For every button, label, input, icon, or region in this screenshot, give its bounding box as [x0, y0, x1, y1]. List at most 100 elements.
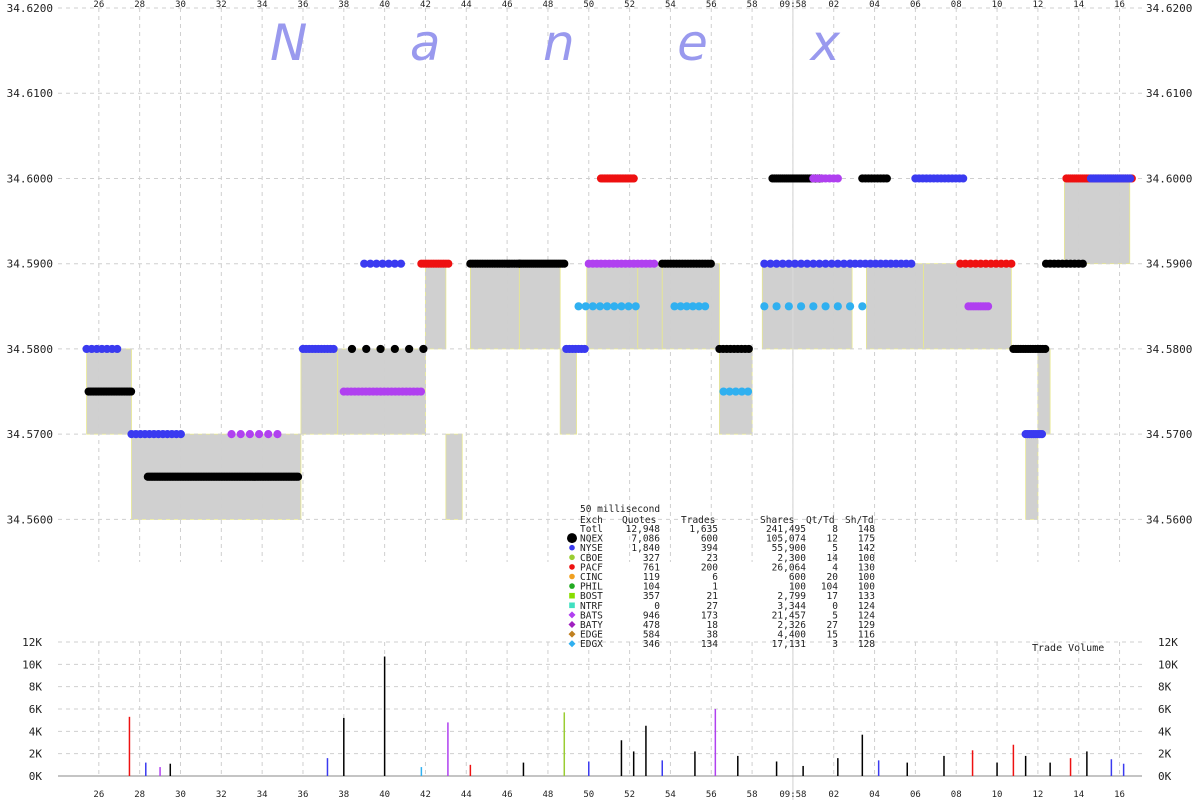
stats-cell: 600	[789, 572, 806, 583]
stats-cell: 12,948	[626, 524, 661, 535]
stats-cell: 100	[789, 582, 806, 593]
stats-header: Trades	[681, 515, 715, 526]
x-tick-label-bottom: 06	[910, 790, 921, 800]
x-tick-label-top: 30	[175, 0, 186, 10]
volume-tick-label-right: 8K	[1158, 681, 1172, 694]
stats-cell: BATY	[580, 620, 603, 631]
stats-header: Shares	[760, 515, 794, 526]
x-tick-label-bottom: 28	[134, 790, 145, 800]
stats-cell: BATS	[580, 610, 603, 621]
quote-marker	[701, 302, 710, 311]
nbbo-band	[637, 263, 663, 350]
x-tick-label-bottom: 26	[93, 790, 104, 800]
quote-marker	[396, 259, 406, 268]
price-tick-label-right: 34.6000	[1146, 172, 1192, 185]
stats-cell: 128	[858, 639, 875, 650]
quote-marker	[744, 344, 753, 354]
stats-cell: 12	[827, 534, 838, 545]
stats-cell: 346	[643, 639, 660, 650]
quote-marker	[631, 302, 640, 311]
stats-cell: 133	[858, 591, 875, 602]
volume-tick-label-left: 12K	[22, 636, 42, 649]
stats-cell: 27	[707, 601, 718, 612]
stats-cell: 18	[707, 620, 719, 631]
x-tick-label-top: 58	[747, 0, 758, 10]
quote-marker	[419, 344, 428, 354]
stats-cell: 327	[643, 553, 660, 564]
stats-header: Sh/Td	[845, 515, 874, 526]
stats-cell: 119	[643, 572, 660, 583]
stats-cell: 0	[832, 601, 838, 612]
stats-cell: 3	[832, 639, 838, 650]
x-tick-label-top: 42	[420, 0, 431, 10]
quote-marker	[126, 387, 136, 396]
quote-marker	[113, 344, 122, 354]
x-tick-label-bottom: 54	[665, 790, 676, 800]
legend-marker	[568, 630, 576, 638]
stats-cell: 600	[701, 534, 718, 545]
stats-cell: 6	[712, 572, 718, 583]
stats-cell: 55,900	[772, 543, 807, 554]
x-tick-label-bottom: 42	[420, 790, 431, 800]
stats-header: Exch	[580, 515, 603, 526]
stats-cell: 0	[654, 601, 660, 612]
stats-cell: 100	[858, 572, 875, 583]
stats-table: 50 millisecond Exch Quotes Trades Shares Qt/…	[567, 504, 875, 650]
quote-marker	[227, 430, 236, 439]
stats-cell: 2,799	[777, 591, 806, 602]
x-tick-label-bottom: 52	[624, 790, 635, 800]
x-tick-label-top: 36	[298, 0, 309, 10]
stats-cell: 116	[858, 630, 875, 641]
quote-marker	[273, 430, 282, 439]
stats-cell: 130	[858, 562, 875, 573]
stats-cell: 17,131	[772, 639, 807, 650]
volume-tick-label-right: 2K	[1158, 748, 1172, 761]
nanex-watermark: N a n e x	[270, 14, 840, 72]
stats-header: Quotes	[622, 515, 656, 526]
stats-cell: 105,074	[766, 534, 806, 545]
x-tick-label-top: 14	[1073, 0, 1084, 10]
x-tick-label-bottom: 10	[992, 790, 1003, 800]
quote-marker	[772, 302, 781, 311]
quote-marker	[796, 302, 806, 311]
volume-tick-label-left: 6K	[29, 703, 43, 716]
x-tick-label-top: 04	[869, 0, 880, 10]
quote-marker	[574, 302, 583, 311]
grid-lines	[58, 0, 1142, 800]
x-tick-label-bottom: 32	[216, 790, 227, 800]
quote-marker	[629, 174, 638, 183]
quote-marker	[362, 344, 371, 354]
legend-marker	[569, 544, 575, 551]
quote-marker	[760, 302, 769, 311]
stats-cell: 148	[858, 524, 875, 535]
x-tick-label-bottom: 12	[1032, 790, 1043, 800]
quote-marker	[907, 259, 916, 268]
x-tick-label-bottom: 44	[461, 790, 472, 800]
stats-cell: 584	[643, 630, 660, 641]
stats-cell: 7,086	[631, 534, 660, 545]
price-axis-left: 34.6200 34.6100 34.6000 34.5900 34.5800 34.57…	[7, 2, 53, 526]
stats-cell: Totl	[580, 524, 603, 535]
legend-marker	[568, 611, 576, 619]
quote-marker	[610, 302, 619, 311]
quote-marker	[959, 174, 968, 183]
x-tick-label-bottom: 48	[543, 790, 554, 800]
quote-marker	[882, 174, 891, 183]
quote-marker	[376, 344, 385, 354]
price-tick-label-right: 34.6200	[1146, 2, 1192, 15]
stats-cell: PHIL	[580, 582, 603, 593]
quote-marker	[743, 387, 753, 396]
quote-marker	[236, 430, 245, 439]
quote-marker	[649, 259, 659, 268]
stats-cell: 5	[832, 543, 838, 554]
nbbo-band	[445, 433, 463, 520]
stats-cell: 1	[712, 582, 718, 593]
volume-tick-label-right: 10K	[1158, 658, 1178, 671]
x-tick-label-bottom: 16	[1114, 790, 1125, 800]
x-tick-label-top: 02	[828, 0, 839, 10]
legend-marker	[569, 554, 575, 561]
stats-cell: 20	[827, 572, 839, 583]
stats-cell: 14	[827, 553, 839, 564]
price-tick-label-left: 34.6200	[7, 2, 53, 15]
